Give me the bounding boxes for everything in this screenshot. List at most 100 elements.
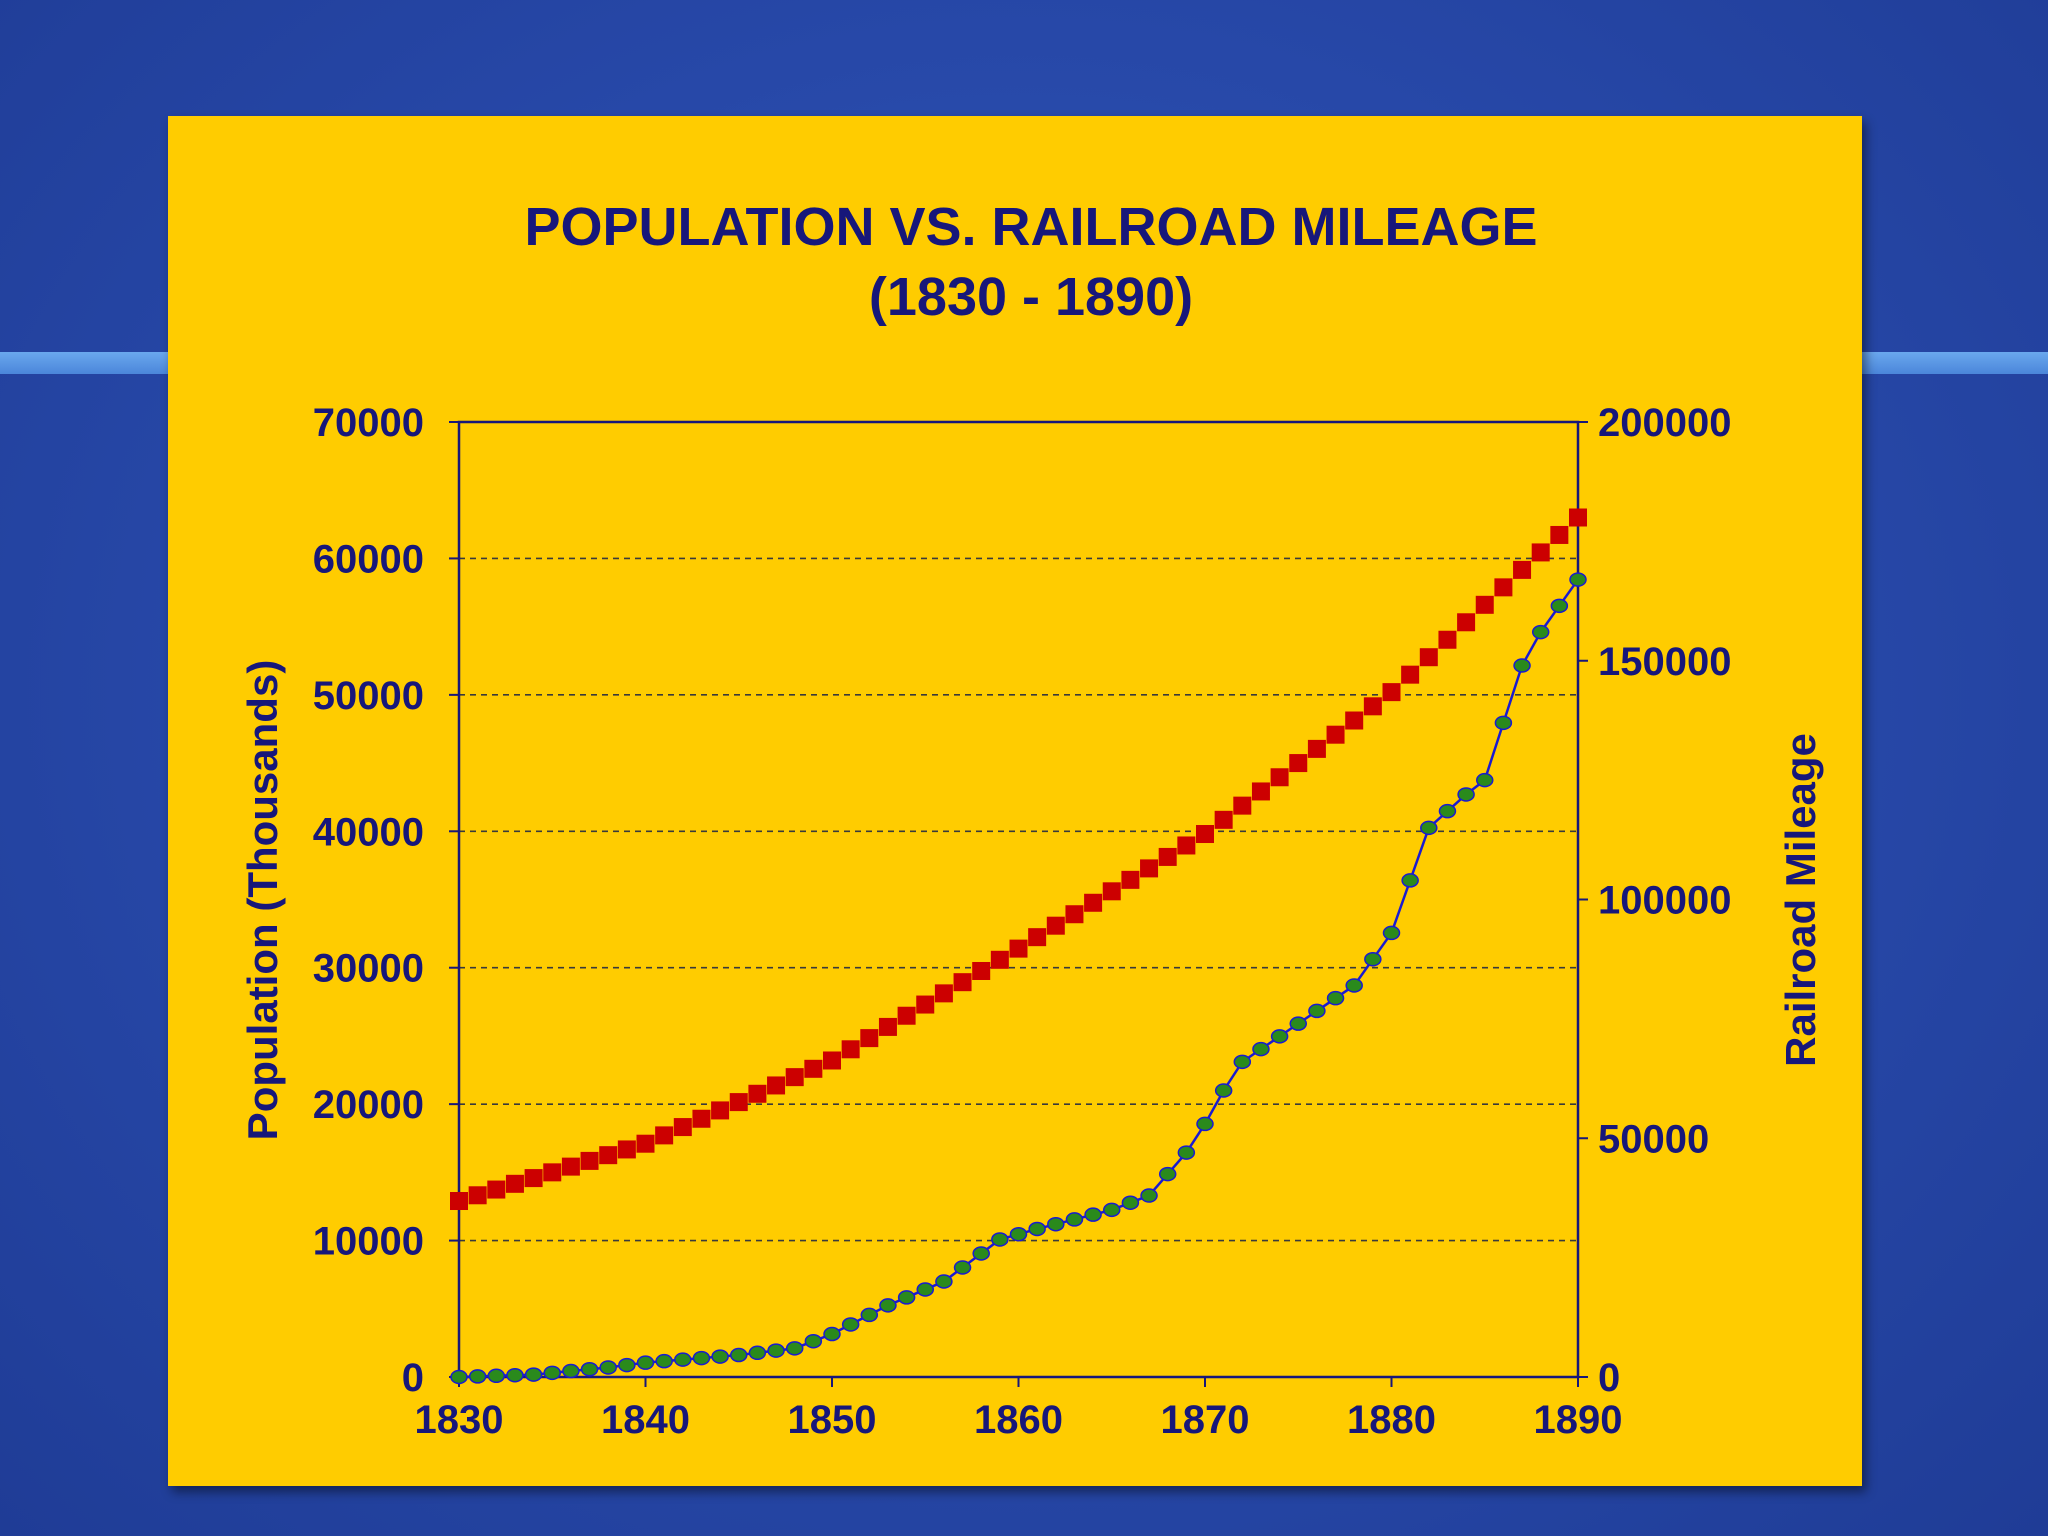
y-right-tick-label: 150000 xyxy=(1598,640,1731,684)
railroad-point xyxy=(991,1232,1009,1247)
y-left-tick-label: 70000 xyxy=(313,401,424,445)
railroad-point xyxy=(972,1246,990,1261)
population-point xyxy=(729,1093,748,1112)
railroad-point xyxy=(748,1345,767,1361)
population-point xyxy=(841,1040,860,1059)
population-point xyxy=(1345,711,1364,730)
railroad-point xyxy=(841,1317,860,1332)
population-point xyxy=(1065,905,1084,924)
railroad-point xyxy=(1270,1029,1289,1044)
railroad-point xyxy=(580,1361,599,1377)
population-point xyxy=(972,961,991,980)
railroad-point xyxy=(1084,1207,1102,1222)
railroad-point xyxy=(1047,1216,1065,1232)
railroad-point xyxy=(1289,1016,1307,1031)
railroad-point xyxy=(674,1352,692,1367)
y-left-tick-label: 10000 xyxy=(313,1220,424,1264)
railroad-point xyxy=(1196,1116,1214,1132)
population-point xyxy=(673,1118,692,1137)
population-point xyxy=(1196,825,1214,844)
railroad-point xyxy=(1121,1195,1140,1210)
right-axis-label: Railroad Mileage xyxy=(1777,733,1824,1067)
population-point xyxy=(1363,697,1382,716)
population-point xyxy=(1251,782,1270,801)
y-right-tick-label: 100000 xyxy=(1598,879,1731,923)
population-point xyxy=(692,1109,711,1128)
y-right-tick-label: 0 xyxy=(1598,1356,1620,1400)
railroad-point xyxy=(636,1355,655,1370)
population-point xyxy=(1289,754,1308,773)
population-point xyxy=(617,1140,636,1159)
chart-panel xyxy=(168,116,1862,1486)
railroad-point xyxy=(1401,873,1419,888)
railroad-point xyxy=(618,1357,636,1373)
railroad-point xyxy=(1476,772,1494,788)
railroad-point xyxy=(543,1365,561,1381)
population-point xyxy=(1401,665,1420,684)
railroad-point xyxy=(823,1326,841,1342)
x-tick-label: 1880 xyxy=(1347,1398,1436,1442)
railroad-point xyxy=(730,1347,748,1363)
population-point xyxy=(1102,882,1121,901)
population-point xyxy=(580,1151,599,1170)
population-point xyxy=(487,1180,506,1199)
population-point xyxy=(543,1163,562,1182)
population-point xyxy=(1233,796,1252,815)
railroad-point xyxy=(1140,1188,1158,1203)
population-point xyxy=(878,1017,897,1036)
x-tick-label: 1870 xyxy=(1161,1398,1250,1442)
railroad-point xyxy=(1438,803,1457,819)
y-left-tick-label: 30000 xyxy=(313,947,424,991)
x-tick-label: 1890 xyxy=(1534,1398,1623,1442)
railroad-point xyxy=(599,1360,617,1375)
railroad-point xyxy=(935,1274,953,1289)
railroad-point xyxy=(562,1363,580,1379)
railroad-point xyxy=(916,1282,934,1297)
population-point xyxy=(785,1068,804,1087)
population-point xyxy=(1419,648,1438,667)
population-point xyxy=(1531,543,1550,562)
y-left-tick-label: 0 xyxy=(402,1356,424,1400)
railroad-point xyxy=(506,1367,524,1383)
population-point xyxy=(1270,768,1289,787)
railroad-point xyxy=(1233,1054,1252,1070)
railroad-point xyxy=(785,1341,804,1356)
railroad-point xyxy=(1326,990,1345,1006)
railroad-point xyxy=(524,1367,543,1382)
population-point xyxy=(524,1169,543,1188)
railroad-point xyxy=(1550,598,1569,614)
population-point xyxy=(1457,613,1476,632)
railroad-point xyxy=(897,1290,916,1305)
x-tick-label: 1860 xyxy=(974,1398,1063,1442)
population-point xyxy=(1121,870,1140,889)
population-point xyxy=(1513,560,1532,579)
population-point xyxy=(804,1059,823,1078)
railroad-point xyxy=(1569,572,1587,587)
railroad-point xyxy=(1420,820,1438,836)
population-point xyxy=(561,1157,580,1176)
railroad-point xyxy=(1158,1166,1177,1182)
x-tick-label: 1830 xyxy=(415,1398,504,1442)
railroad-point xyxy=(487,1368,506,1384)
railroad-point xyxy=(1065,1212,1084,1227)
population-point xyxy=(1326,725,1345,744)
y-left-tick-label: 40000 xyxy=(313,810,424,854)
population-point xyxy=(990,950,1009,969)
y-left-tick-label: 60000 xyxy=(313,537,424,581)
railroad-point xyxy=(767,1343,785,1358)
y-right-tick-label: 200000 xyxy=(1598,401,1731,445)
population-point xyxy=(953,973,972,992)
railroad-series-line xyxy=(458,578,1580,1379)
population-point xyxy=(1177,836,1196,855)
population-point xyxy=(1009,939,1028,958)
railroad-point xyxy=(860,1307,879,1323)
railroad-point xyxy=(1009,1226,1028,1242)
population-point xyxy=(748,1084,767,1103)
railroad-point xyxy=(1028,1221,1046,1237)
population-point xyxy=(655,1126,674,1145)
railroad-point xyxy=(1177,1145,1196,1160)
population-point xyxy=(1158,847,1177,866)
x-tick-label: 1850 xyxy=(788,1398,877,1442)
population-point xyxy=(468,1186,487,1205)
